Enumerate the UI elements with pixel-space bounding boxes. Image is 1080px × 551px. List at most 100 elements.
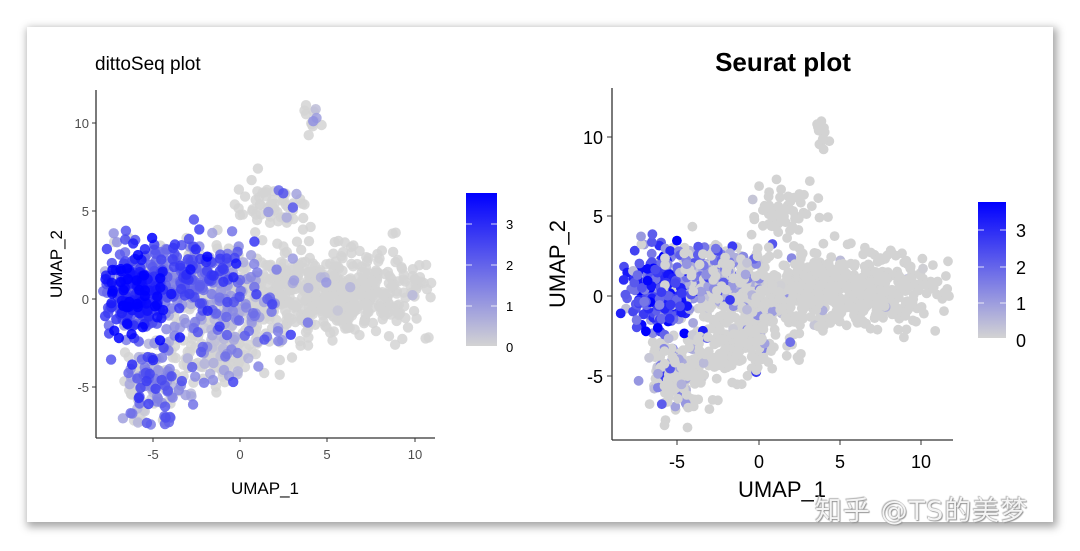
cell-point (636, 231, 646, 242)
cell-point (345, 282, 356, 293)
watermark: 知乎 @TS的美梦 (815, 496, 1029, 527)
cell-point (116, 266, 127, 277)
cell-point (105, 354, 117, 365)
cell-point (329, 236, 340, 248)
cell-point (166, 371, 177, 382)
cell-point (804, 274, 815, 284)
cell-point (719, 301, 729, 312)
cell-point (407, 264, 418, 275)
cell-point (647, 229, 658, 240)
cell-point (708, 265, 718, 276)
cell-point (944, 291, 954, 301)
cell-point (301, 294, 313, 305)
cell-point (147, 354, 159, 366)
cell-point (650, 343, 660, 354)
cell-point (747, 194, 758, 205)
cell-point (813, 193, 824, 204)
cell-point (208, 357, 219, 369)
cell-point (642, 264, 653, 274)
cell-point (754, 181, 764, 192)
cell-point (285, 329, 296, 340)
cell-point (750, 271, 761, 282)
cell-point (742, 370, 753, 381)
cell-point (298, 212, 309, 224)
cell-point (713, 294, 724, 304)
x-ticks: -5 0 5 10 (669, 440, 931, 472)
cell-point (764, 251, 775, 262)
cell-point (687, 221, 698, 232)
colorbar-tick-label: 3 (1016, 221, 1026, 241)
cell-point (695, 286, 706, 297)
cell-point (682, 301, 693, 311)
cell-point (321, 277, 332, 288)
cell-point (697, 303, 707, 313)
cell-point (660, 253, 670, 264)
cell-point (214, 292, 225, 303)
cell-point (226, 226, 238, 237)
cell-point (818, 238, 829, 249)
cell-point (681, 259, 692, 270)
cell-point (703, 332, 713, 342)
cell-point (637, 283, 647, 293)
cell-point (941, 271, 951, 281)
cell-point (247, 308, 259, 319)
cell-point (771, 174, 782, 185)
cell-point (759, 313, 769, 323)
cell-point (337, 265, 348, 276)
cell-point (667, 343, 677, 354)
cell-point (863, 298, 874, 309)
cell-point (199, 358, 210, 369)
cell-point (202, 305, 213, 316)
cell-point (138, 270, 150, 281)
cell-point (108, 228, 119, 239)
cell-point (141, 375, 152, 387)
y-tick-label: -5 (587, 367, 603, 387)
cell-point (688, 318, 698, 328)
cell-point (700, 349, 711, 360)
cell-point (341, 313, 352, 324)
cell-point (126, 329, 137, 340)
cell-point (328, 248, 339, 259)
cell-point (742, 304, 752, 315)
cell-point (156, 352, 168, 363)
cell-point (174, 303, 185, 314)
cell-point (733, 348, 744, 358)
cell-point (789, 329, 800, 340)
cell-point (325, 327, 336, 338)
colorbar-tick-label: 3 (506, 217, 513, 232)
cell-point (650, 264, 661, 275)
cell-point (930, 326, 941, 336)
cell-point (263, 206, 274, 218)
cell-point (879, 301, 890, 312)
cell-point (303, 266, 314, 277)
cell-point (712, 286, 722, 296)
cell-point (152, 291, 163, 302)
cell-point (665, 299, 676, 310)
cell-point (267, 299, 278, 310)
colorbar-tick-label: 0 (506, 340, 513, 355)
cell-point (232, 347, 243, 359)
cell-point (701, 269, 711, 280)
cell-point (392, 254, 403, 266)
cell-point (160, 412, 171, 423)
cell-point (805, 312, 816, 322)
cell-point (332, 305, 343, 316)
cell-point (766, 346, 776, 356)
cell-point (156, 374, 167, 386)
cell-point (847, 302, 858, 312)
cell-point (239, 191, 251, 202)
cell-point (752, 251, 763, 262)
x-tick-label: 5 (835, 452, 845, 472)
cell-point (797, 248, 808, 259)
cell-point (763, 201, 773, 212)
cell-point (120, 234, 131, 245)
cell-point (194, 281, 205, 292)
cell-point (832, 280, 843, 291)
cell-point (766, 210, 777, 221)
cell-point (693, 241, 704, 252)
cell-point (122, 318, 133, 330)
cell-point (400, 312, 411, 324)
cell-point (220, 351, 231, 362)
cell-point (119, 347, 131, 358)
